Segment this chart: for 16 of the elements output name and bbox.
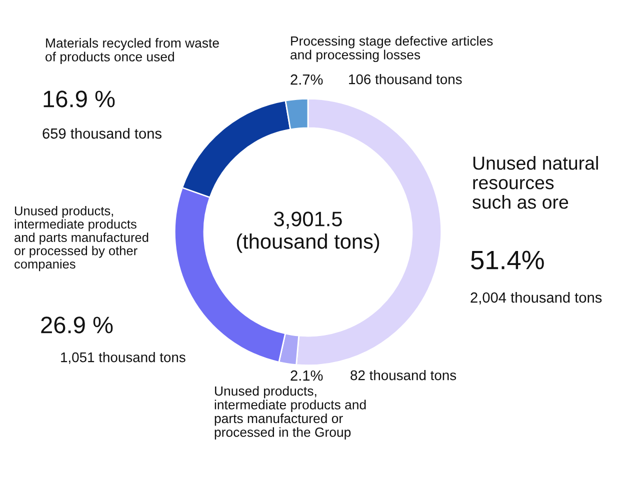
data-label: 2.1% [290,370,323,381]
text: 1,051 thousand tons [61,352,186,364]
data-label: 2.7% [290,74,323,85]
slice-label: Materials recycled from waste of products once used [46,38,219,64]
slice-label: Unused products, intermediate products and parts manufactured or processed by other companies [14,206,148,272]
data-label: 16.9 % [44,90,115,108]
text: 82 thousand tons [350,370,456,380]
slice-label: Processing stage defective articles and processing losses [290,36,493,62]
text: 106 thousand tons [349,74,462,84]
text: 659 thousand tons [42,128,162,139]
text: 2,004 thousand tons [470,292,602,304]
slice-label: Unused products, intermediate products and parts manufactured or processed in the Group [214,386,366,440]
slice-label: Unused natural resources such as ore [472,156,598,209]
text: 3,901.5 (thousand tons) [236,212,380,253]
data-label: 26.9 % [41,316,113,334]
data-label: 51.4% [471,250,544,270]
